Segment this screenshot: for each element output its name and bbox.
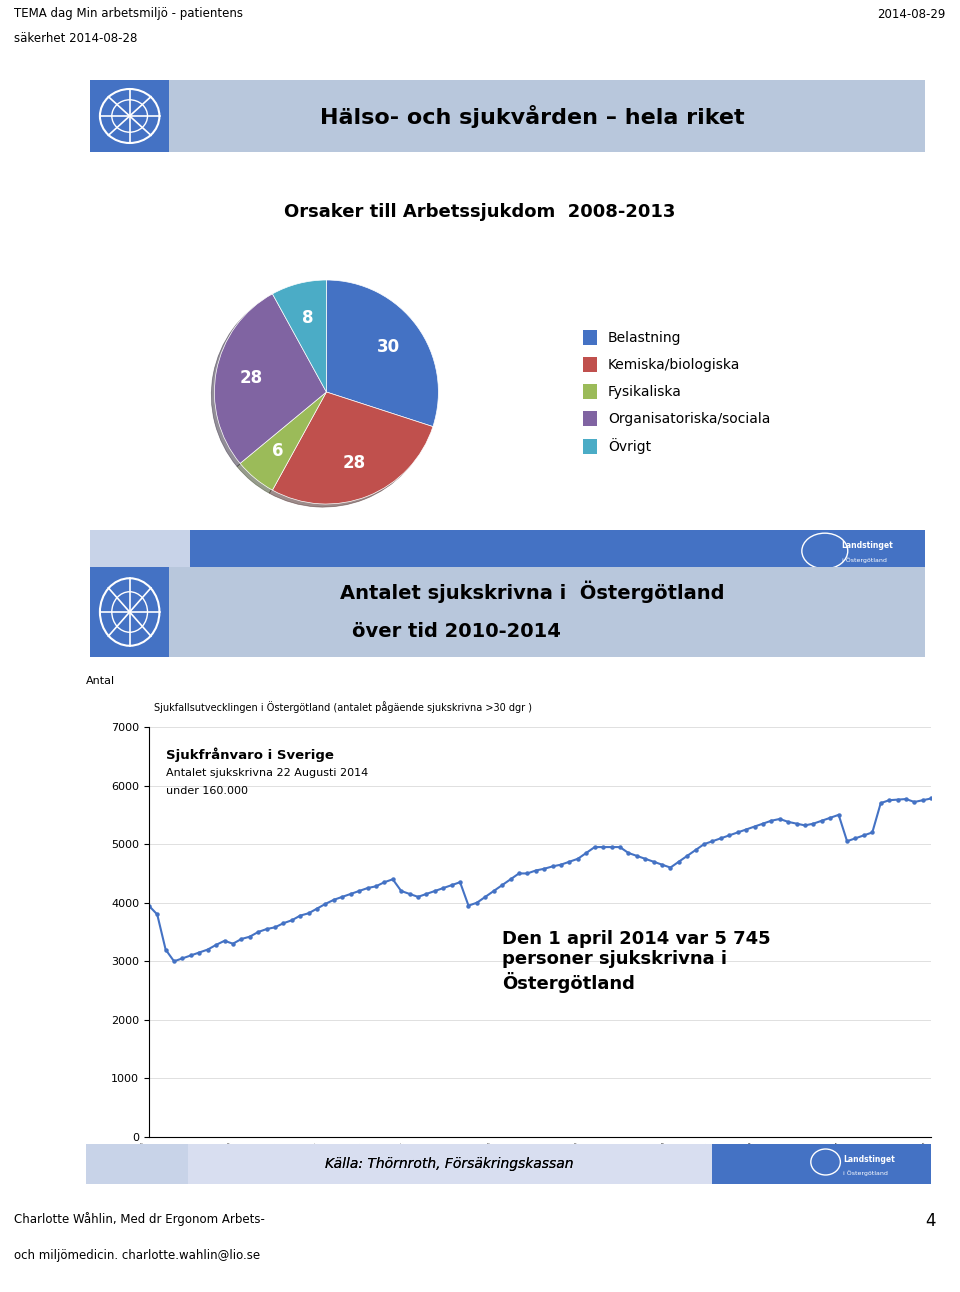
FancyBboxPatch shape xyxy=(188,1143,711,1183)
Text: Källa: Thörnroth, Försäkringskassan: Källa: Thörnroth, Försäkringskassan xyxy=(325,1158,574,1171)
Text: 30: 30 xyxy=(376,339,399,357)
FancyBboxPatch shape xyxy=(86,1143,188,1183)
Text: 4: 4 xyxy=(925,1212,936,1230)
Text: Landstinget: Landstinget xyxy=(843,1155,895,1164)
Text: Sjukfrånvaro i Sverige: Sjukfrånvaro i Sverige xyxy=(166,748,333,762)
Text: TEMA dag Min arbetsmiljö - patientens: TEMA dag Min arbetsmiljö - patientens xyxy=(14,8,243,21)
FancyBboxPatch shape xyxy=(169,80,925,152)
Text: Antalet sjukskrivna i  Östergötland: Antalet sjukskrivna i Östergötland xyxy=(340,581,724,603)
Text: Antal: Antal xyxy=(86,677,115,686)
Text: säkerhet 2014-08-28: säkerhet 2014-08-28 xyxy=(14,32,137,45)
Text: över tid 2010-2014: över tid 2010-2014 xyxy=(352,623,561,641)
FancyBboxPatch shape xyxy=(169,567,925,658)
FancyBboxPatch shape xyxy=(90,530,190,572)
FancyBboxPatch shape xyxy=(190,530,925,572)
Wedge shape xyxy=(326,280,439,426)
Wedge shape xyxy=(273,391,433,504)
Text: Sjukfallsutvecklingen i Östergötland (antalet pågäende sjukskrivna >30 dgr ): Sjukfallsutvecklingen i Östergötland (an… xyxy=(154,702,532,713)
Text: 8: 8 xyxy=(301,309,313,327)
Text: i Östergötland: i Östergötland xyxy=(842,557,886,563)
Text: 28: 28 xyxy=(343,453,366,472)
FancyBboxPatch shape xyxy=(90,567,169,658)
Text: Charlotte Wåhlin, Med dr Ergonom Arbets-: Charlotte Wåhlin, Med dr Ergonom Arbets- xyxy=(14,1212,265,1226)
FancyBboxPatch shape xyxy=(188,1143,931,1183)
Text: 28: 28 xyxy=(240,368,263,386)
Text: i Östergötland: i Östergötland xyxy=(843,1171,888,1176)
Text: 6: 6 xyxy=(272,442,283,460)
Text: Landstinget: Landstinget xyxy=(842,541,893,550)
Text: Orsaker till Arbetssjukdom  2008-2013: Orsaker till Arbetssjukdom 2008-2013 xyxy=(284,203,676,221)
Text: under 160.000: under 160.000 xyxy=(166,786,248,796)
Legend: Belastning, Kemiska/biologiska, Fysikaliska, Organisatoriska/sociala, Övrigt: Belastning, Kemiska/biologiska, Fysikali… xyxy=(583,329,770,453)
Text: Den 1 april 2014 var 5 745
personer sjukskrivna i
Östergötland: Den 1 april 2014 var 5 745 personer sjuk… xyxy=(502,930,771,992)
Text: 2014-08-29: 2014-08-29 xyxy=(877,8,946,21)
FancyBboxPatch shape xyxy=(90,80,169,152)
Wedge shape xyxy=(214,293,326,464)
Text: Hälso- och sjukvården – hela riket: Hälso- och sjukvården – hela riket xyxy=(320,105,744,128)
Wedge shape xyxy=(273,280,326,391)
Text: Källa: Thörnroth, Försäkringskassan: Källa: Thörnroth, Försäkringskassan xyxy=(325,1158,574,1171)
Wedge shape xyxy=(240,391,326,490)
Text: Antalet sjukskrivna 22 Augusti 2014: Antalet sjukskrivna 22 Augusti 2014 xyxy=(166,767,368,778)
Text: och miljömedicin. charlotte.wahlin@lio.se: och miljömedicin. charlotte.wahlin@lio.s… xyxy=(14,1249,260,1262)
